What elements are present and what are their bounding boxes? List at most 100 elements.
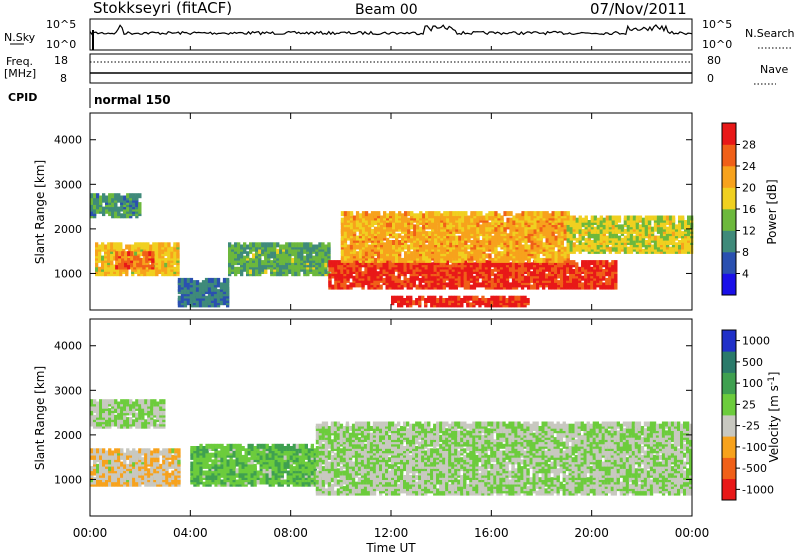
power-marks-cell-r6 bbox=[386, 213, 390, 219]
power-marks-cell-r7 bbox=[641, 248, 646, 254]
power-marks-cell-r2 bbox=[151, 257, 155, 263]
power-marks-cell-r6 bbox=[364, 211, 369, 217]
power-marks-cell-r6 bbox=[464, 224, 468, 230]
power-marks-cell-r7 bbox=[647, 233, 652, 239]
power-marks-cell-r2 bbox=[148, 251, 152, 257]
vel-marks-cell-r2 bbox=[247, 443, 251, 449]
power-marks-cell-r5 bbox=[460, 269, 464, 274]
power-marks-cell-r1 bbox=[131, 244, 135, 250]
power-marks-cell-r0 bbox=[117, 193, 121, 199]
power-marks-cell-r6 bbox=[533, 211, 537, 217]
power-marks-cell-r6 bbox=[413, 231, 417, 237]
vel-marks-cell-r1 bbox=[132, 448, 136, 454]
power-marks-cell-r7 bbox=[656, 228, 661, 234]
vel-marks-cell-r2 bbox=[199, 443, 203, 449]
power-marks-cell-r6 bbox=[355, 251, 360, 257]
vel-marks-cell-r2 bbox=[259, 470, 263, 476]
power-marks-cell-r7 bbox=[644, 240, 649, 245]
power-marks-cell-r6 bbox=[370, 233, 375, 239]
power-marks-cell-r3 bbox=[210, 291, 215, 297]
vel-marks-cell-r2 bbox=[226, 443, 230, 449]
vel-marks-cell-r2 bbox=[217, 443, 221, 449]
vel-marks-cell-r1 bbox=[111, 450, 115, 456]
power-marks-cell-r6 bbox=[343, 231, 348, 237]
vel-marks-cell-r2 bbox=[205, 475, 209, 480]
power-marks-cell-r6 bbox=[455, 235, 459, 241]
vel-marks-cell-r2 bbox=[205, 443, 209, 449]
power-marks-cell-r0 bbox=[111, 197, 115, 203]
power-marks-cell-r7 bbox=[572, 248, 576, 254]
power-marks-cell-r7 bbox=[590, 228, 594, 234]
vel-marks-cell-r1 bbox=[141, 457, 145, 463]
power-marks-cell-r8 bbox=[511, 295, 515, 301]
power-marks-cell-r7 bbox=[668, 228, 673, 234]
power-marks-cell-r5 bbox=[334, 260, 338, 266]
power-marks-cell-r6 bbox=[503, 248, 507, 254]
power-marks-cell-r6 bbox=[431, 233, 435, 239]
power-marks-cell-r5 bbox=[448, 269, 452, 274]
vel-marks-cell-r0 bbox=[156, 423, 160, 429]
vel-marks-cell-r1 bbox=[123, 472, 127, 478]
power-marks-cell-r3 bbox=[186, 282, 191, 288]
vel-marks-cell-r2 bbox=[256, 479, 260, 485]
power-marks-cell-r5 bbox=[520, 269, 525, 274]
power-marks-cell-r5 bbox=[590, 260, 594, 266]
power-marks-cell-r7 bbox=[566, 237, 570, 243]
power-marks-cell-r5 bbox=[340, 277, 344, 283]
power-marks-cell-r8 bbox=[427, 295, 431, 301]
vel-marks-cell-r0 bbox=[120, 408, 124, 414]
power-marks-cell-r5 bbox=[511, 277, 516, 283]
power-marks-cell-r1 bbox=[107, 257, 111, 263]
power-marks-cell-r3 bbox=[213, 286, 218, 292]
power-marks-cell-r6 bbox=[437, 242, 441, 248]
vel-marks-cell-r1 bbox=[111, 481, 115, 487]
power-marks-cell-r6 bbox=[407, 217, 411, 223]
power-marks-cell-r6 bbox=[349, 224, 354, 230]
power-marks-cell-r8 bbox=[490, 295, 494, 301]
power-marks-cell-r5 bbox=[505, 280, 510, 286]
power-marks-cell-r3 bbox=[226, 284, 230, 290]
nsearch-label: N.Search bbox=[745, 27, 795, 40]
vel-marks-cell-r2 bbox=[220, 472, 224, 478]
power-marks-cell-r4 bbox=[324, 257, 328, 263]
vel-marks-cell-r1 bbox=[120, 461, 124, 467]
power-marks-cell-r4 bbox=[306, 257, 310, 263]
power-marks-cell-r3 bbox=[204, 286, 209, 292]
power-marks-cell-r7 bbox=[605, 235, 609, 241]
power-marks-cell-r5 bbox=[349, 282, 353, 288]
power-marks-cell-r1 bbox=[128, 244, 132, 250]
power-marks-cell-r5 bbox=[382, 264, 386, 270]
vel-marks-cell-r1 bbox=[165, 472, 169, 478]
power-marks-cell-r6 bbox=[431, 217, 435, 223]
power-marks-cell-r6 bbox=[539, 242, 543, 248]
power-marks-cell-r6 bbox=[419, 246, 423, 252]
power-marks-cell-r6 bbox=[548, 213, 552, 219]
power-marks-cell-r8 bbox=[445, 302, 449, 308]
power-marks-cell-r6 bbox=[373, 226, 378, 232]
power-marks-cell-r4 bbox=[291, 271, 295, 277]
vel-marks-cell-r2 bbox=[232, 452, 236, 458]
power-marks-cell-r6 bbox=[509, 228, 513, 234]
power-marks-cell-r6 bbox=[452, 211, 456, 217]
power-marks-cell-r6 bbox=[361, 211, 366, 217]
power-marks-cell-r6 bbox=[370, 211, 375, 217]
power-marks-cell-r7 bbox=[614, 228, 618, 234]
vel-marks-cell-r0 bbox=[159, 399, 163, 405]
power-marks-cell-r5 bbox=[584, 277, 588, 283]
power-marks-cell-r7 bbox=[678, 231, 682, 237]
power-marks-cell-r5 bbox=[424, 282, 428, 288]
power-marks-cell-r7 bbox=[617, 224, 622, 230]
power-marks-cell-r6 bbox=[488, 240, 492, 245]
power-marks-cell-r6 bbox=[503, 211, 507, 217]
power-marks-cell-r4 bbox=[267, 242, 271, 248]
vel-marks-cell-r1 bbox=[99, 448, 103, 454]
power-marks-cell-r6 bbox=[367, 217, 372, 223]
power-heatmap bbox=[90, 193, 694, 308]
vel-marks-cell-r1 bbox=[117, 448, 121, 454]
power-marks-cell-r7 bbox=[569, 235, 573, 241]
power-marks-cell-r0 bbox=[93, 197, 97, 203]
power-marks-cell-r1 bbox=[173, 242, 177, 248]
power-marks-cell-r5 bbox=[539, 266, 543, 272]
vel-marks-cell-r1 bbox=[159, 450, 163, 456]
power-marks-cell-r6 bbox=[497, 228, 501, 234]
